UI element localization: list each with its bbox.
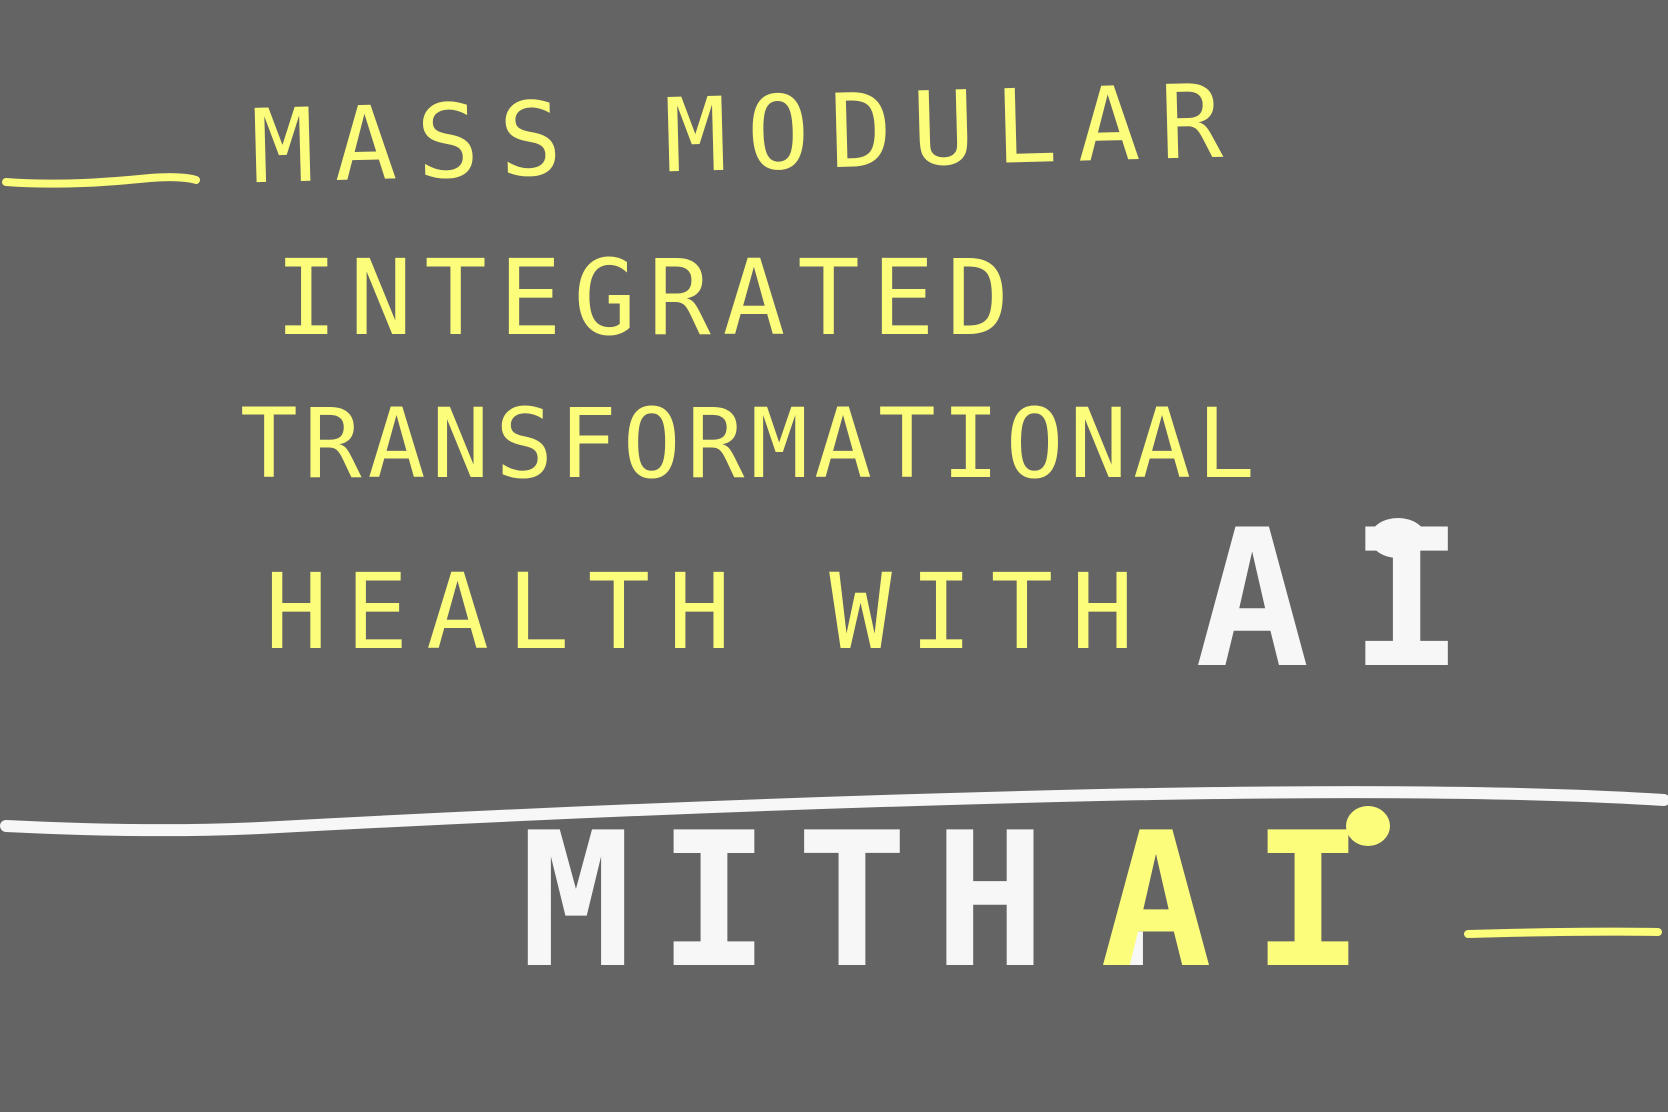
brand-name: mith. xyxy=(520,792,1210,1009)
tagline-line-3: Transformational xyxy=(240,388,1261,500)
tagline-line-1: Mass Modular xyxy=(249,61,1244,207)
brand-suffix: Ai xyxy=(1100,792,1404,1009)
tagline-ai-emphasis: Ai xyxy=(1195,489,1504,710)
left-dash-stroke xyxy=(2,173,200,188)
tagline-line-4: Health with xyxy=(265,551,1152,673)
tagline-line-2: Integrated xyxy=(275,237,1022,359)
right-dash-stroke xyxy=(1464,927,1662,938)
